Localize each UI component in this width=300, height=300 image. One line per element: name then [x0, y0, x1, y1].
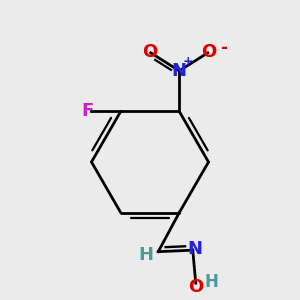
Text: -: - — [220, 39, 227, 57]
Text: O: O — [202, 43, 217, 61]
Text: H: H — [204, 273, 218, 291]
Text: O: O — [142, 43, 157, 61]
Text: F: F — [82, 102, 94, 120]
Text: N: N — [188, 240, 203, 258]
Text: O: O — [188, 278, 203, 296]
Text: N: N — [172, 62, 187, 80]
Text: +: + — [182, 55, 193, 68]
Text: H: H — [139, 246, 154, 264]
